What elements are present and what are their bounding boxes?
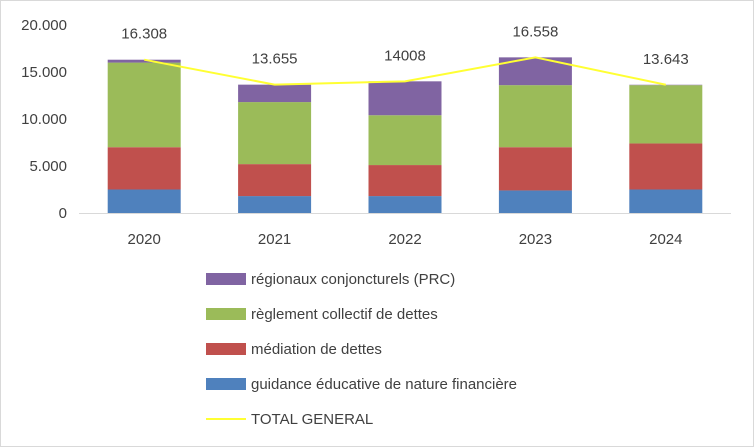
bar-reglement-collectif-de-dettes xyxy=(238,102,312,165)
y-tick-label: 5.000 xyxy=(29,158,67,175)
bars xyxy=(107,57,703,213)
bar-regionaux-conjoncturels-prc xyxy=(368,81,442,116)
legend-swatch-mediation-de-dettes xyxy=(206,343,246,355)
total-data-label: 14008 xyxy=(384,47,426,64)
bar-reglement-collectif-de-dettes xyxy=(107,62,181,148)
legend: régionaux conjoncturels (PRC) règlement c… xyxy=(206,271,517,428)
bar-mediation-de-dettes xyxy=(368,165,442,197)
legend-swatch-regionaux-conjoncturels-prc xyxy=(206,273,246,285)
x-tick-label: 2020 xyxy=(128,231,161,248)
y-tick-label: 20.000 xyxy=(21,17,67,34)
legend-label-guidance-educative-de-nature-financiere: guidance éducative de nature financière xyxy=(251,376,517,393)
bar-guidance-educative-de-nature-financiere xyxy=(498,190,572,213)
x-tick-label: 2021 xyxy=(258,231,291,248)
x-tick-label: 2022 xyxy=(388,231,421,248)
y-tick-label: 10.000 xyxy=(21,111,67,128)
legend-label-reglement-collectif-de-dettes: règlement collectif de dettes xyxy=(251,306,438,323)
legend-label-regionaux-conjoncturels-prc: régionaux conjoncturels (PRC) xyxy=(251,271,455,288)
total-general-line xyxy=(144,56,667,86)
legend-swatch-guidance-educative-de-nature-financiere xyxy=(206,378,246,390)
legend-label-mediation-de-dettes: médiation de dettes xyxy=(251,341,382,358)
bar-regionaux-conjoncturels-prc xyxy=(238,84,312,103)
bar-reglement-collectif-de-dettes xyxy=(368,115,442,166)
bar-mediation-de-dettes xyxy=(629,143,703,190)
y-tick-label: 0 xyxy=(59,205,67,222)
axes: 0 5.000 10.000 15.000 20.000 2020 2021 2022 2023… xyxy=(21,17,731,248)
x-tick-label: 2024 xyxy=(649,231,682,248)
total-data-label: 13.655 xyxy=(252,51,298,68)
bar-reglement-collectif-de-dettes xyxy=(629,85,703,144)
bar-regionaux-conjoncturels-prc xyxy=(107,59,181,63)
total-data-label: 16.558 xyxy=(512,23,558,40)
bar-guidance-educative-de-nature-financiere xyxy=(238,196,312,213)
x-tick-label: 2023 xyxy=(519,231,552,248)
total-data-label: 13.643 xyxy=(643,51,689,68)
bar-guidance-educative-de-nature-financiere xyxy=(107,189,181,213)
legend-swatch-reglement-collectif-de-dettes xyxy=(206,308,246,320)
bar-guidance-educative-de-nature-financiere xyxy=(368,196,442,213)
total-line-group xyxy=(144,56,667,86)
total-data-label: 16.308 xyxy=(121,26,167,43)
bar-guidance-educative-de-nature-financiere xyxy=(629,189,703,213)
data-labels: 16.308 13.655 14008 16.558 13.643 xyxy=(121,23,688,67)
bar-reglement-collectif-de-dettes xyxy=(498,85,572,148)
legend-label-total-general: TOTAL GENERAL xyxy=(251,411,373,428)
bar-mediation-de-dettes xyxy=(498,147,572,191)
bar-mediation-de-dettes xyxy=(107,147,181,190)
bar-mediation-de-dettes xyxy=(238,164,312,197)
y-tick-label: 15.000 xyxy=(21,64,67,81)
